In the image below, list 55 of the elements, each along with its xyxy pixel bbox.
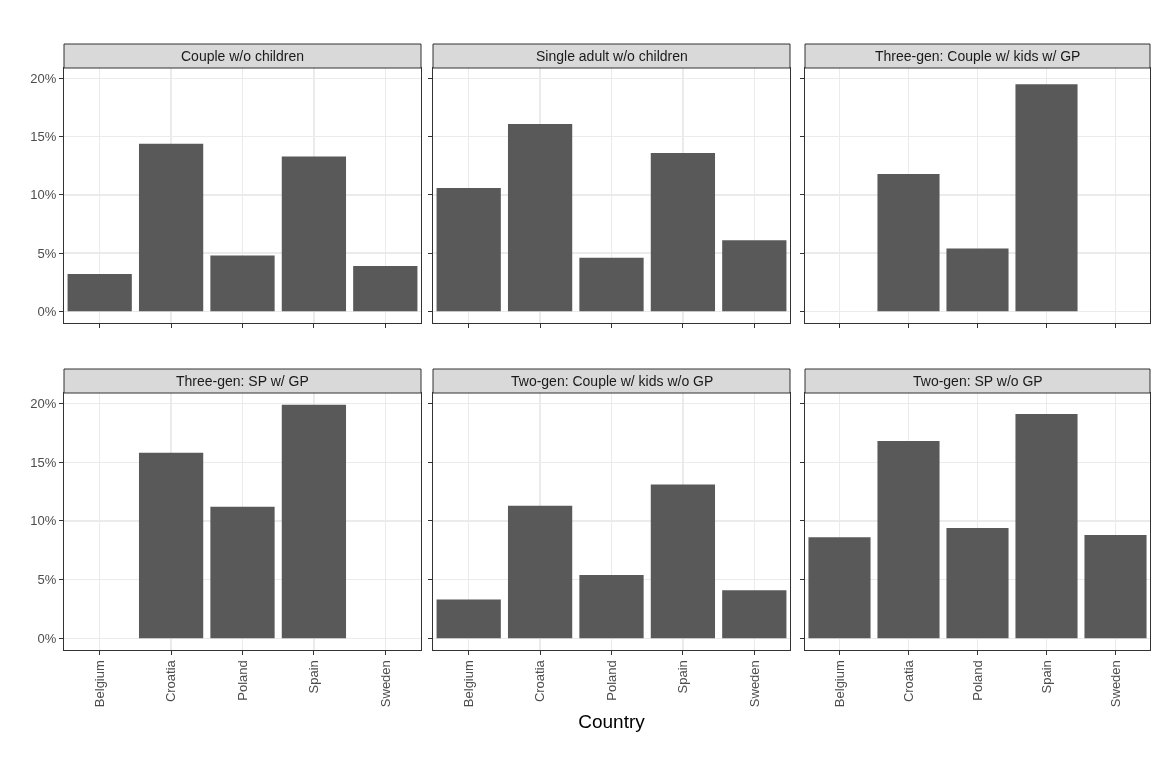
bar — [210, 255, 275, 312]
y-tick-label: 10% — [30, 513, 57, 529]
bar — [650, 484, 716, 639]
x-tick-label: Belgium — [460, 660, 476, 708]
y-tick-label: 20% — [30, 71, 57, 87]
x-tick-label: Spain — [306, 660, 322, 694]
bar — [138, 143, 204, 312]
bar — [877, 441, 940, 639]
bar — [436, 187, 501, 312]
x-tick-label: Belgium — [831, 660, 847, 708]
bar — [722, 240, 787, 312]
bar — [1015, 414, 1078, 639]
chart-title: Two-gen: SP w/o GP — [913, 373, 1043, 389]
y-tick-label: 10% — [30, 187, 57, 203]
chart-title: Three-gen: Couple w/ kids w/ GP — [875, 48, 1081, 64]
x-tick-label: Sweden — [746, 660, 762, 708]
y-tick-label: 15% — [30, 129, 57, 145]
chart-title: Three-gen: SP w/ GP — [176, 373, 309, 389]
bar — [507, 123, 573, 312]
x-tick-label: Sweden — [377, 660, 393, 708]
bar — [138, 452, 204, 639]
x-tick-label: Poland — [603, 660, 619, 701]
bar — [67, 274, 132, 312]
chart-title: Two-gen: Couple w/ kids w/o GP — [511, 373, 714, 389]
bar — [579, 574, 644, 639]
x-tick-label: Sweden — [1107, 660, 1123, 708]
x-tick-label: Croatia — [900, 659, 916, 703]
x-axis-title: Country — [578, 710, 646, 732]
bar — [507, 505, 573, 639]
x-tick-label: Poland — [969, 660, 985, 701]
y-tick-label: 15% — [30, 454, 57, 470]
bar — [579, 257, 644, 312]
chart-title: Couple w/o children — [181, 48, 304, 64]
bar — [722, 590, 787, 639]
bar — [946, 527, 1009, 639]
x-tick-label: Belgium — [91, 660, 107, 708]
bar — [650, 153, 716, 312]
x-tick-label: Croatia — [163, 659, 179, 703]
y-tick-label: 5% — [37, 572, 57, 588]
y-tick-label: 0% — [37, 630, 57, 646]
x-tick-label: Croatia — [532, 659, 548, 703]
bar — [436, 599, 501, 639]
x-tick-label: Spain — [675, 660, 691, 694]
y-tick-label: 0% — [37, 303, 57, 319]
y-tick-label: 20% — [30, 396, 57, 412]
x-tick-label: Spain — [1038, 660, 1054, 694]
bar — [808, 537, 871, 639]
bar — [1084, 535, 1147, 639]
chart-title: Single adult w/o children — [536, 48, 688, 64]
bar — [281, 404, 347, 639]
x-tick-label: Poland — [234, 660, 250, 701]
bar — [281, 156, 347, 312]
y-tick-label: 5% — [37, 245, 57, 261]
bar — [210, 506, 275, 639]
bar — [353, 265, 418, 312]
